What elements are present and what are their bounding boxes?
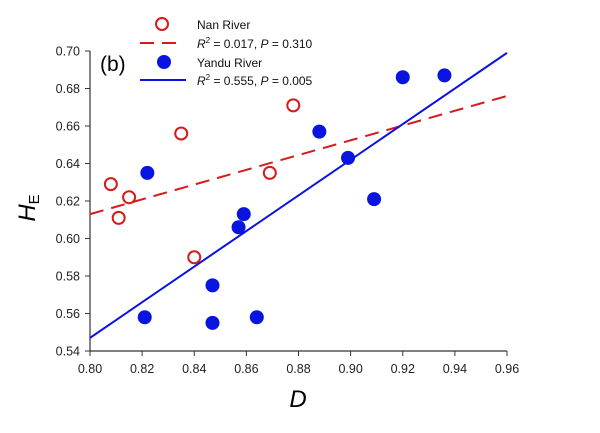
data-point-nan-river: [262, 165, 277, 180]
data-point-yandu-river: [341, 150, 356, 165]
x-axis-title: D: [289, 386, 306, 413]
x-tick-label: 0.92: [391, 362, 415, 376]
x-tick-label: 0.90: [338, 362, 362, 376]
data-point-nan-river: [122, 190, 137, 205]
y-tick-label: 0.66: [56, 120, 80, 134]
x-tick-label: 0.82: [130, 362, 154, 376]
y-tick-label: 0.58: [56, 270, 80, 284]
y-tick-label: 0.64: [56, 157, 80, 171]
data-point-yandu-river: [231, 220, 246, 235]
data-point-yandu-river: [236, 207, 251, 222]
x-tick-label: 0.88: [286, 362, 310, 376]
y-tick-label: 0.62: [56, 195, 80, 209]
data-point-yandu-river: [205, 278, 220, 293]
data-point-yandu-river: [367, 192, 382, 207]
data-point-nan-river: [187, 250, 202, 265]
legend-label-yandu-river: Yandu River: [197, 56, 262, 70]
data-point-yandu-river: [137, 310, 152, 325]
legend-fit-yandu-river: R2 = 0.555, P = 0.005: [197, 73, 313, 88]
legend: Nan River R2 = 0.017, P = 0.310 Yandu Ri…: [140, 17, 313, 88]
axes: 0.80 0.82 0.84 0.86 0.88 0.90 0.92 0.94 0.96 0.5…: [56, 45, 520, 377]
x-ticks: 0.80 0.82 0.84 0.86 0.88 0.90 0.92 0.94 0.96: [78, 351, 519, 376]
data-point-nan-river: [286, 98, 301, 113]
y-tick-label: 0.56: [56, 307, 80, 321]
legend-marker-nan-river: [155, 17, 169, 31]
y-tick-label: 0.60: [56, 232, 80, 246]
data-point-nan-river: [174, 126, 189, 141]
data-point-yandu-river: [395, 70, 410, 85]
legend-fit-nan-river: R2 = 0.017, P = 0.310: [197, 36, 313, 51]
x-tick-label: 0.86: [234, 362, 258, 376]
data-point-yandu-river: [249, 310, 264, 325]
data-point-yandu-river: [205, 315, 220, 330]
x-tick-label: 0.84: [182, 362, 206, 376]
data-point-nan-river: [103, 177, 118, 192]
legend-marker-yandu-river: [157, 55, 171, 69]
svg-text:HE: HE: [14, 194, 43, 221]
data-point-nan-river: [111, 210, 126, 225]
data-points: [103, 68, 452, 330]
data-point-yandu-river: [437, 68, 452, 83]
data-point-yandu-river: [140, 165, 155, 180]
legend-label-nan-river: Nan River: [197, 18, 250, 32]
panel-label: (b): [100, 53, 126, 76]
y-axis-title: HE: [14, 194, 43, 221]
fit-lines: [89, 52, 508, 339]
y-tick-label: 0.70: [56, 45, 80, 59]
fit-line-nan-river: [89, 95, 508, 216]
fit-line-yandu-river: [89, 52, 508, 339]
x-tick-label: 0.80: [78, 362, 102, 376]
data-point-yandu-river: [312, 124, 327, 139]
y-axis-title-subscript: E: [26, 194, 43, 204]
y-axis-title-main: H: [14, 204, 41, 222]
y-ticks: 0.54 0.56 0.58 0.60 0.62 0.64 0.66 0.68 0.70: [56, 45, 90, 359]
y-tick-label: 0.68: [56, 82, 80, 96]
x-tick-label: 0.96: [495, 362, 519, 376]
x-tick-label: 0.94: [443, 362, 467, 376]
y-tick-label: 0.54: [56, 345, 80, 359]
